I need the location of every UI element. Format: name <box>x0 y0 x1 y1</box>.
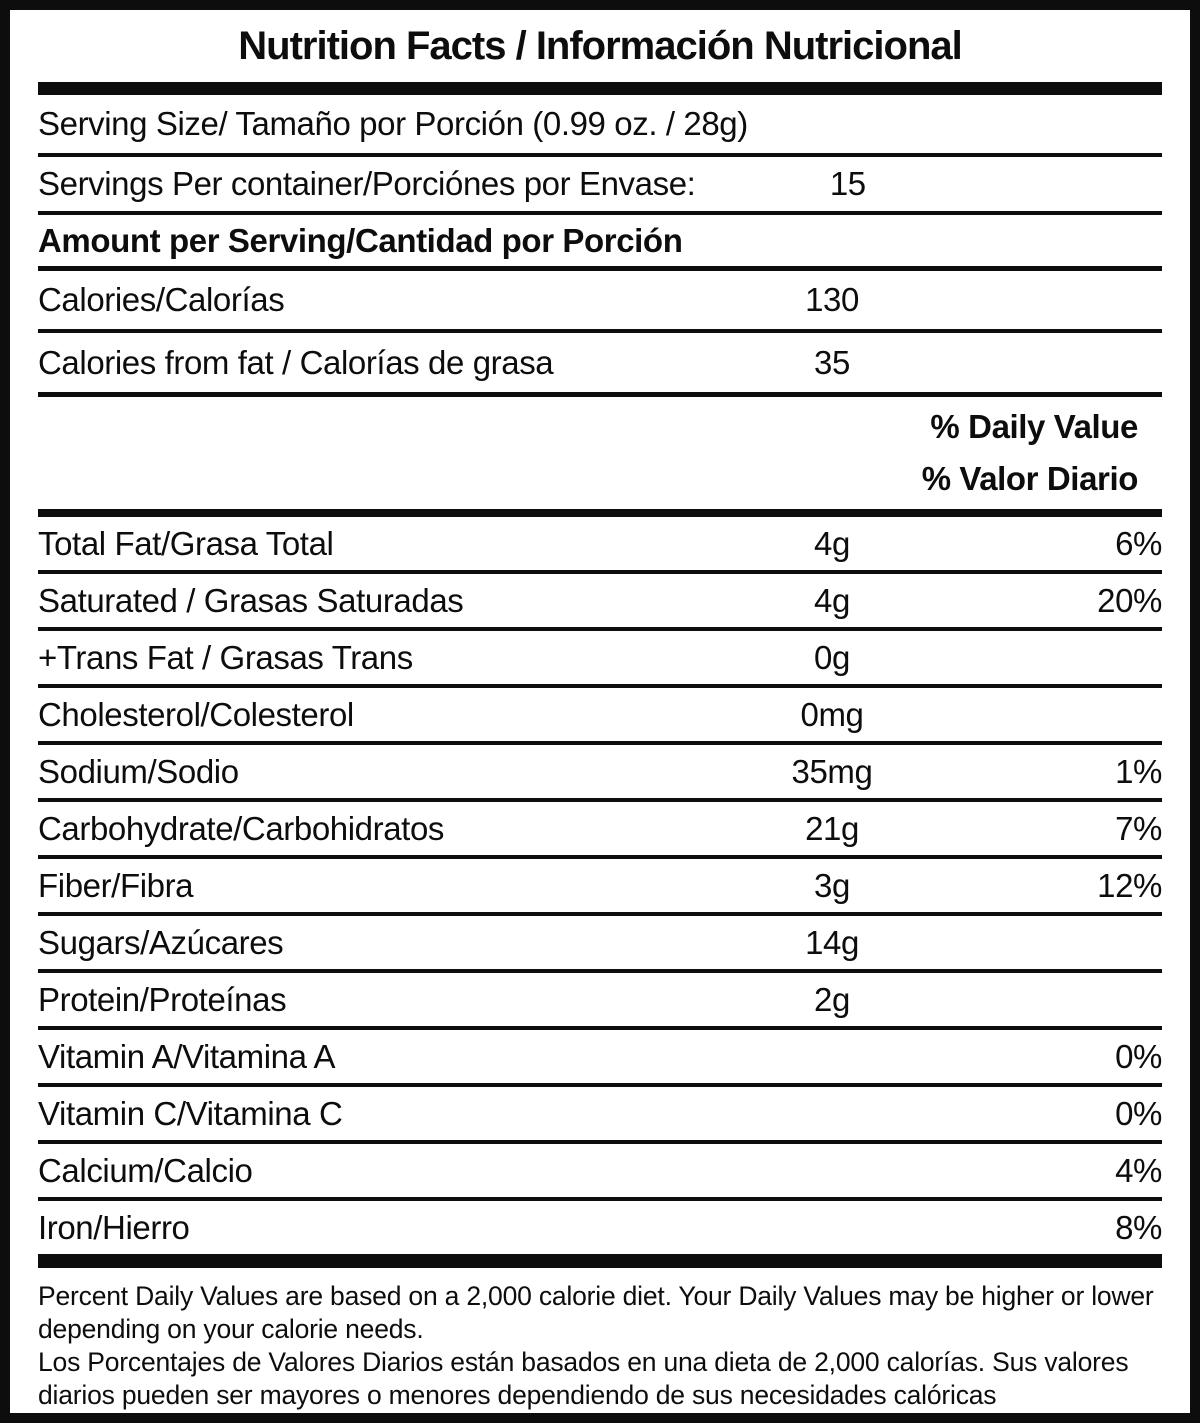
amount-per-serving-label: Amount per Serving/Cantidad por Porción <box>38 221 683 259</box>
nutrient-amount: 0mg <box>800 695 864 733</box>
nutrient-amount: 21g <box>805 809 859 847</box>
nutrient-label: Cholesterol/Colesterol <box>38 695 354 733</box>
footnotes: Percent Daily Values are based on a 2,00… <box>38 1268 1162 1412</box>
calories-from-fat-row: Calories from fat / Calorías de grasa 35 <box>38 333 1162 397</box>
nutrient-row-protein: Protein/Proteínas 2g <box>38 973 1162 1030</box>
label-title: Nutrition Facts / Información Nutriciona… <box>238 23 963 68</box>
amount-per-serving-row: Amount per Serving/Cantidad por Porción <box>38 215 1162 271</box>
nutrient-amount: 0g <box>814 638 850 676</box>
divider-thick-top <box>38 82 1162 95</box>
nutrient-percent: 0% <box>1115 1037 1162 1075</box>
nutrient-label: Vitamin A/Vitamina A <box>38 1037 336 1075</box>
calories-value: 130 <box>805 281 859 318</box>
nutrient-row-fiber: Fiber/Fibra 3g 12% <box>38 859 1162 916</box>
nutrient-amount: 4g <box>814 524 850 562</box>
nutrient-amount: 2g <box>814 980 850 1018</box>
daily-value-header-en: % Daily Value <box>930 408 1138 445</box>
nutrient-row-total-fat: Total Fat/Grasa Total 4g 6% <box>38 517 1162 574</box>
nutrient-percent: 1% <box>1115 752 1162 790</box>
nutrient-row-iron: Iron/Hierro 8% <box>38 1201 1162 1258</box>
servings-per-container-value: 15 <box>829 165 866 202</box>
daily-value-header: % Daily Value % Valor Diario <box>38 397 1162 509</box>
nutrient-row-cholesterol: Cholesterol/Colesterol 0mg <box>38 688 1162 745</box>
calories-from-fat-label: Calories from fat / Calorías de grasa <box>38 343 554 381</box>
nutrient-label: Saturated / Grasas Saturadas <box>38 581 464 619</box>
nutrient-amount: 35mg <box>791 752 873 790</box>
calories-label: Calories/Calorías <box>38 281 285 318</box>
nutrient-percent: 8% <box>1115 1208 1162 1246</box>
nutrient-label: Total Fat/Grasa Total <box>38 524 334 562</box>
nutrient-row-calcium: Calcium/Calcio 4% <box>38 1144 1162 1201</box>
calories-from-fat-value: 35 <box>814 343 850 381</box>
calories-row: Calories/Calorías 130 <box>38 271 1162 333</box>
nutrient-row-sodium: Sodium/Sodio 35mg 1% <box>38 745 1162 802</box>
nutrient-amount: 3g <box>814 866 850 904</box>
nutrient-percent: 6% <box>1115 524 1162 562</box>
nutrient-label: Sodium/Sodio <box>38 752 239 790</box>
nutrient-row-trans-fat: +Trans Fat / Grasas Trans 0g <box>38 631 1162 688</box>
divider-thick-bottom <box>38 1258 1162 1268</box>
daily-value-header-es: % Valor Diario <box>921 460 1139 497</box>
servings-per-container-label: Servings Per container/Porciónes por Env… <box>38 165 696 202</box>
nutrient-label: Vitamin C/Vitamina C <box>38 1094 343 1132</box>
nutrient-label: Sugars/Azúcares <box>38 923 284 961</box>
nutrient-percent: 12% <box>1097 866 1162 904</box>
nutrient-label: +Trans Fat / Grasas Trans <box>38 638 413 676</box>
nutrient-label: Protein/Proteínas <box>38 980 287 1018</box>
serving-size-row: Serving Size/ Tamaño por Porción (0.99 o… <box>38 95 1162 157</box>
nutrient-percent: 7% <box>1115 809 1162 847</box>
nutrient-percent: 0% <box>1115 1094 1162 1132</box>
nutrient-label: Carbohydrate/Carbohidratos <box>38 809 444 847</box>
nutrient-percent: 4% <box>1115 1151 1162 1189</box>
nutrient-label: Calcium/Calcio <box>38 1151 253 1189</box>
divider-thick-middle <box>38 509 1162 517</box>
nutrient-label: Iron/Hierro <box>38 1208 190 1246</box>
footnote-en: Percent Daily Values are based on a 2,00… <box>38 1281 1154 1344</box>
nutrient-amount: 4g <box>814 581 850 619</box>
nutrient-row-saturated-fat: Saturated / Grasas Saturadas 4g 20% <box>38 574 1162 631</box>
nutrient-row-carbohydrate: Carbohydrate/Carbohidratos 21g 7% <box>38 802 1162 859</box>
nutrient-row-vitamin-a: Vitamin A/Vitamina A 0% <box>38 1030 1162 1087</box>
serving-size-label: Serving Size/ Tamaño por Porción (0.99 o… <box>38 105 748 142</box>
nutrient-row-sugars: Sugars/Azúcares 14g <box>38 916 1162 973</box>
footnote-es: Los Porcentajes de Valores Diarios están… <box>38 1347 1129 1410</box>
servings-per-container-row: Servings Per container/Porciónes por Env… <box>38 157 1162 215</box>
nutrient-row-vitamin-c: Vitamin C/Vitamina C 0% <box>38 1087 1162 1144</box>
nutrient-label: Fiber/Fibra <box>38 866 194 904</box>
nutrient-percent: 20% <box>1097 581 1162 619</box>
nutrient-amount: 14g <box>805 923 859 961</box>
